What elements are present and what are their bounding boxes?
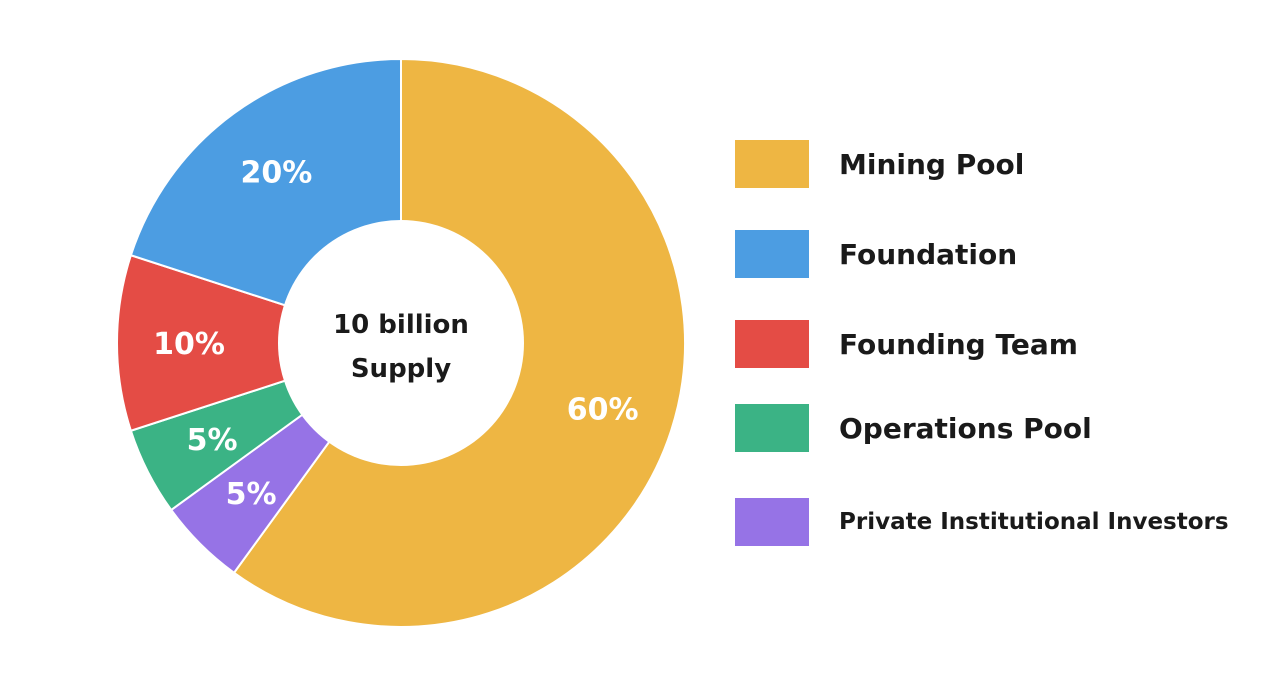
donut-hole bbox=[278, 220, 524, 466]
slice-founding-team[interactable] bbox=[116, 253, 405, 433]
legend-item-private-institutional-investors[interactable]: Private Institutional Investors bbox=[735, 498, 1229, 546]
slice-label-private-institutional-investors: 5% bbox=[226, 477, 277, 512]
legend-swatch bbox=[735, 140, 809, 188]
legend-label: Founding Team bbox=[839, 327, 1078, 361]
legend-label: Foundation bbox=[839, 237, 1018, 271]
legend-label: Private Institutional Investors bbox=[839, 509, 1229, 535]
slice-label-operations-pool: 5% bbox=[187, 423, 238, 458]
slice-label-foundation: 20% bbox=[240, 155, 312, 190]
legend-label: Mining Pool bbox=[839, 147, 1025, 181]
legend-label: Operations Pool bbox=[839, 411, 1092, 445]
legend-swatch bbox=[735, 404, 809, 452]
legend-swatch bbox=[735, 498, 809, 546]
legend-swatch bbox=[735, 320, 809, 368]
center-label-line-2: Supply bbox=[351, 354, 451, 384]
legend-item-founding-team[interactable]: Founding Team bbox=[735, 320, 1078, 368]
center-label-line-1: 10 billion bbox=[333, 310, 469, 340]
slice-labels: 60% 5% 5% 10% 20% bbox=[153, 155, 638, 511]
legend-item-mining-pool[interactable]: Mining Pool bbox=[735, 140, 1024, 188]
legend-item-foundation[interactable]: Foundation bbox=[735, 230, 1017, 278]
legend-item-operations-pool[interactable]: Operations Pool bbox=[735, 404, 1092, 452]
legend-swatch bbox=[735, 230, 809, 278]
slice-label-founding-team: 10% bbox=[153, 327, 225, 362]
slice-label-mining-pool: 60% bbox=[567, 393, 639, 428]
